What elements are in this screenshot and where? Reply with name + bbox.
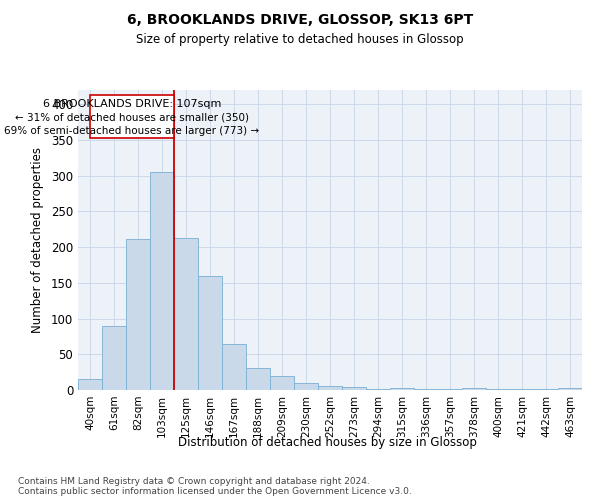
Y-axis label: Number of detached properties: Number of detached properties — [31, 147, 44, 333]
Bar — [222, 344, 246, 390]
Bar — [78, 378, 102, 390]
Bar — [366, 388, 390, 390]
Text: 6 BROOKLANDS DRIVE: 107sqm: 6 BROOKLANDS DRIVE: 107sqm — [43, 100, 221, 110]
Bar — [318, 386, 342, 390]
Bar — [342, 387, 366, 390]
Bar — [438, 388, 462, 390]
Bar — [390, 388, 414, 390]
Bar — [150, 172, 174, 390]
Bar — [246, 368, 270, 390]
Bar — [558, 388, 582, 390]
Bar — [90, 95, 173, 138]
Bar — [294, 383, 318, 390]
Text: Contains HM Land Registry data © Crown copyright and database right 2024.: Contains HM Land Registry data © Crown c… — [18, 476, 370, 486]
Text: Contains public sector information licensed under the Open Government Licence v3: Contains public sector information licen… — [18, 486, 412, 496]
Text: 69% of semi-detached houses are larger (773) →: 69% of semi-detached houses are larger (… — [4, 126, 259, 136]
Bar — [174, 238, 198, 390]
Bar — [102, 326, 126, 390]
Bar — [270, 376, 294, 390]
Bar — [510, 388, 534, 390]
Text: Size of property relative to detached houses in Glossop: Size of property relative to detached ho… — [136, 32, 464, 46]
Bar — [462, 388, 486, 390]
Text: ← 31% of detached houses are smaller (350): ← 31% of detached houses are smaller (35… — [15, 112, 249, 122]
Bar — [198, 276, 222, 390]
Text: 6, BROOKLANDS DRIVE, GLOSSOP, SK13 6PT: 6, BROOKLANDS DRIVE, GLOSSOP, SK13 6PT — [127, 12, 473, 26]
Bar — [126, 240, 150, 390]
Text: Distribution of detached houses by size in Glossop: Distribution of detached houses by size … — [178, 436, 476, 449]
